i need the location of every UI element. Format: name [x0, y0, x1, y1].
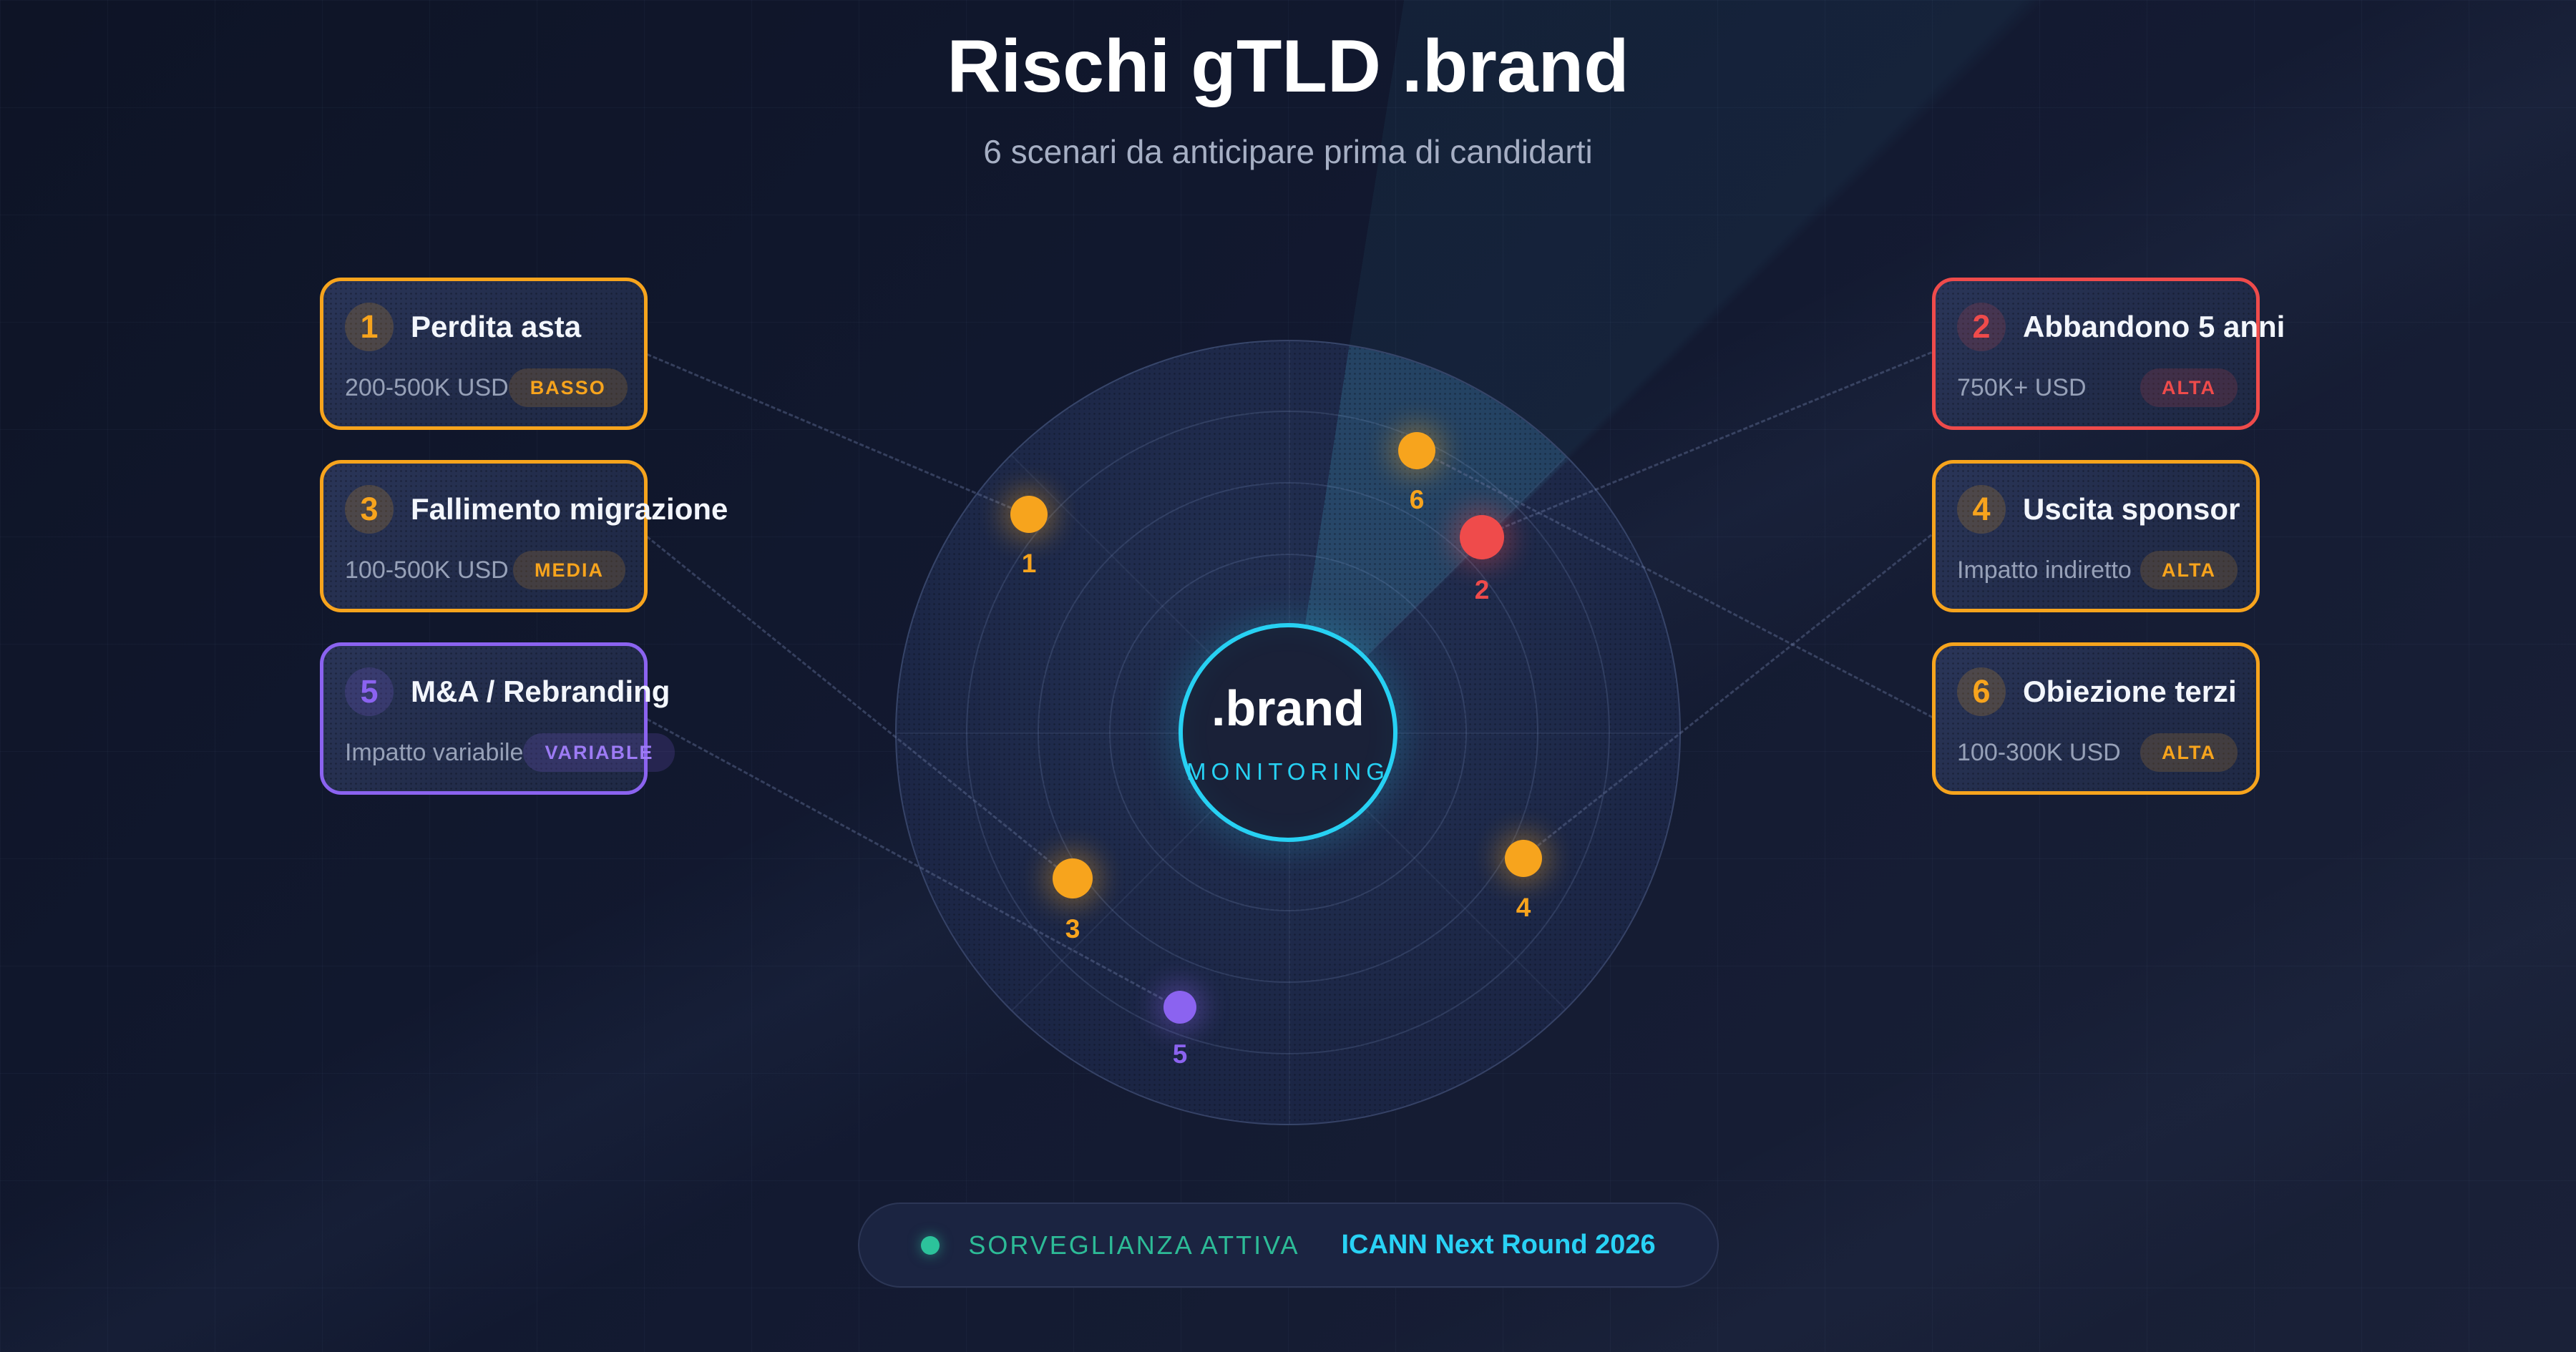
risk-number-badge: 4 [1957, 485, 2006, 534]
risk-card-title: M&A / Rebranding [411, 675, 670, 708]
radar-ring [1038, 482, 1538, 983]
risk-card-title: Obiezione terzi [2023, 675, 2237, 708]
page-subtitle: 6 scenari da anticipare prima di candida… [983, 133, 1593, 170]
risk-number-badge: 6 [1957, 667, 2006, 716]
page-title: Rischi gTLD .brand [947, 25, 1629, 108]
risk-card-5: 5 M&A / Rebranding Impatto variabile VAR… [320, 642, 675, 795]
risk-card-subtext: 200-500K USD [345, 373, 509, 401]
risk-number-badge: 2 [1957, 303, 2006, 351]
risk-dot-label-1: 1 [1021, 549, 1037, 578]
risk-level-badge: ALTA [2140, 733, 2238, 772]
risk-card-subtext: Impatto indiretto [1957, 556, 2132, 584]
risk-level-badge: ALTA [2140, 368, 2238, 407]
risk-number-badge: 1 [345, 303, 394, 351]
risk-dot-5 [1163, 991, 1196, 1024]
brand-label: .brand [1211, 680, 1365, 736]
risk-card-3: 3 Fallimento migrazione 100-500K USD MED… [320, 460, 728, 612]
risk-dot-label-2: 2 [1474, 575, 1490, 604]
risk-dot-3 [1053, 858, 1093, 898]
radar-center-badge: .brand MONITORING [1179, 623, 1397, 842]
risk-card-subtext: 750K+ USD [1957, 373, 2087, 401]
risk-card-title: Fallimento migrazione [411, 492, 728, 526]
status-dot-icon [921, 1235, 940, 1255]
risk-dot-1 [1010, 496, 1048, 533]
event-label: ICANN Next Round 2026 [1341, 1230, 1656, 1260]
risk-number-badge: 5 [345, 667, 394, 716]
risk-dot-2 [1460, 515, 1504, 559]
risk-level-badge: VARIABLE [523, 733, 675, 772]
status-label: SORVEGLIANZA ATTIVA [968, 1230, 1300, 1260]
monitoring-label: MONITORING [1186, 758, 1390, 785]
risk-level-badge: BASSO [508, 368, 628, 407]
radar-ring [1109, 554, 1467, 911]
risk-card-subtext: 100-500K USD [345, 556, 509, 584]
risk-dot-label-3: 3 [1065, 914, 1080, 944]
risk-card-title: Perdita asta [411, 310, 582, 343]
risk-dot-4 [1505, 840, 1542, 877]
risk-card-1: 1 Perdita asta 200-500K USD BASSO [320, 278, 648, 430]
risk-card-2: 2 Abbandono 5 anni 750K+ USD ALTA [1932, 278, 2285, 430]
risk-card-subtext: Impatto variabile [345, 738, 524, 766]
risk-level-badge: ALTA [2140, 551, 2238, 589]
risk-card-6: 6 Obiezione terzi 100-300K USD ALTA [1932, 642, 2260, 795]
risk-card-title: Uscita sponsor [2023, 492, 2240, 526]
risk-card-title: Abbandono 5 anni [2023, 310, 2285, 343]
risk-level-badge: MEDIA [513, 551, 625, 589]
risk-dot-label-4: 4 [1516, 893, 1531, 922]
risk-card-subtext: 100-300K USD [1957, 738, 2121, 766]
risk-dot-6 [1398, 432, 1435, 469]
risk-dot-label-6: 6 [1409, 485, 1425, 514]
risk-card-4: 4 Uscita sponsor Impatto indiretto ALTA [1932, 460, 2260, 612]
risk-number-badge: 3 [345, 485, 394, 534]
radar-ring [966, 411, 1610, 1054]
status-bar: SORVEGLIANZA ATTIVA ICANN Next Round 202… [858, 1202, 1719, 1288]
risk-dot-label-5: 5 [1172, 1039, 1188, 1069]
page-header: Rischi gTLD .brand 6 scenari da anticipa… [0, 24, 2576, 171]
